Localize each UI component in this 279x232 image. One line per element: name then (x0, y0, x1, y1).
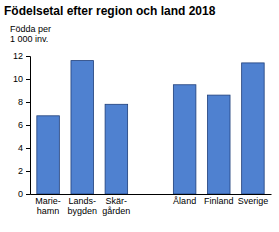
x-tick: Marie-hamn (35, 194, 61, 216)
x-tick: Skär-gården (102, 194, 130, 216)
x-tick: Lands-bygden (67, 194, 97, 216)
y-tick-label: 0 (18, 189, 23, 199)
y-tick-label: 4 (18, 143, 23, 153)
bar (208, 95, 231, 194)
x-tick: Sverige (238, 194, 269, 206)
y-tick-mark (26, 79, 30, 80)
y-tick: 8 (18, 97, 30, 107)
y-tick-label: 10 (13, 74, 23, 84)
x-tick-label: Marie-hamn (35, 196, 61, 216)
y-tick-mark (26, 171, 30, 172)
x-tick-label: Finland (204, 196, 234, 206)
x-tick: Finland (204, 194, 234, 206)
y-tick-mark (26, 148, 30, 149)
y-tick-label: 2 (18, 166, 23, 176)
y-tick: 4 (18, 143, 30, 153)
y-tick-mark (26, 102, 30, 103)
x-axis-line (31, 194, 272, 195)
y-tick: 6 (18, 120, 30, 130)
chart: Födelsetal efter region och land 2018 Föd… (0, 0, 279, 232)
y-tick-mark (26, 125, 30, 126)
bar (173, 85, 196, 194)
plot-area (37, 61, 264, 194)
x-tick-label: Skär-gården (102, 196, 130, 216)
bar (105, 104, 128, 194)
bar (242, 63, 265, 194)
y-axis-line (26, 57, 31, 195)
y-tick-mark (26, 56, 30, 57)
x-tick-label: Åland (173, 196, 196, 206)
y-tick: 10 (13, 74, 30, 84)
y-tick: 12 (13, 51, 30, 61)
bar (71, 61, 94, 194)
x-tick: Åland (173, 194, 196, 206)
y-tick-label: 12 (13, 51, 23, 61)
bar (37, 116, 60, 194)
x-tick-label: Sverige (238, 196, 269, 206)
y-tick-mark (26, 194, 30, 195)
x-tick-label: Lands-bygden (67, 196, 97, 216)
y-tick: 0 (18, 189, 30, 199)
y-tick: 2 (18, 166, 30, 176)
y-axis: 0 2 4 6 8 10 12 (13, 51, 31, 199)
title: Födelsetal efter region och land 2018 (4, 4, 216, 18)
y-tick-label: 6 (18, 120, 23, 130)
y-tick-label: 8 (18, 97, 23, 107)
x-axis: Marie-hamn Lands-bygdenSkär-gården Åland Fi… (31, 194, 272, 216)
y-axis-label: Födda per1 000 inv. (10, 24, 51, 44)
